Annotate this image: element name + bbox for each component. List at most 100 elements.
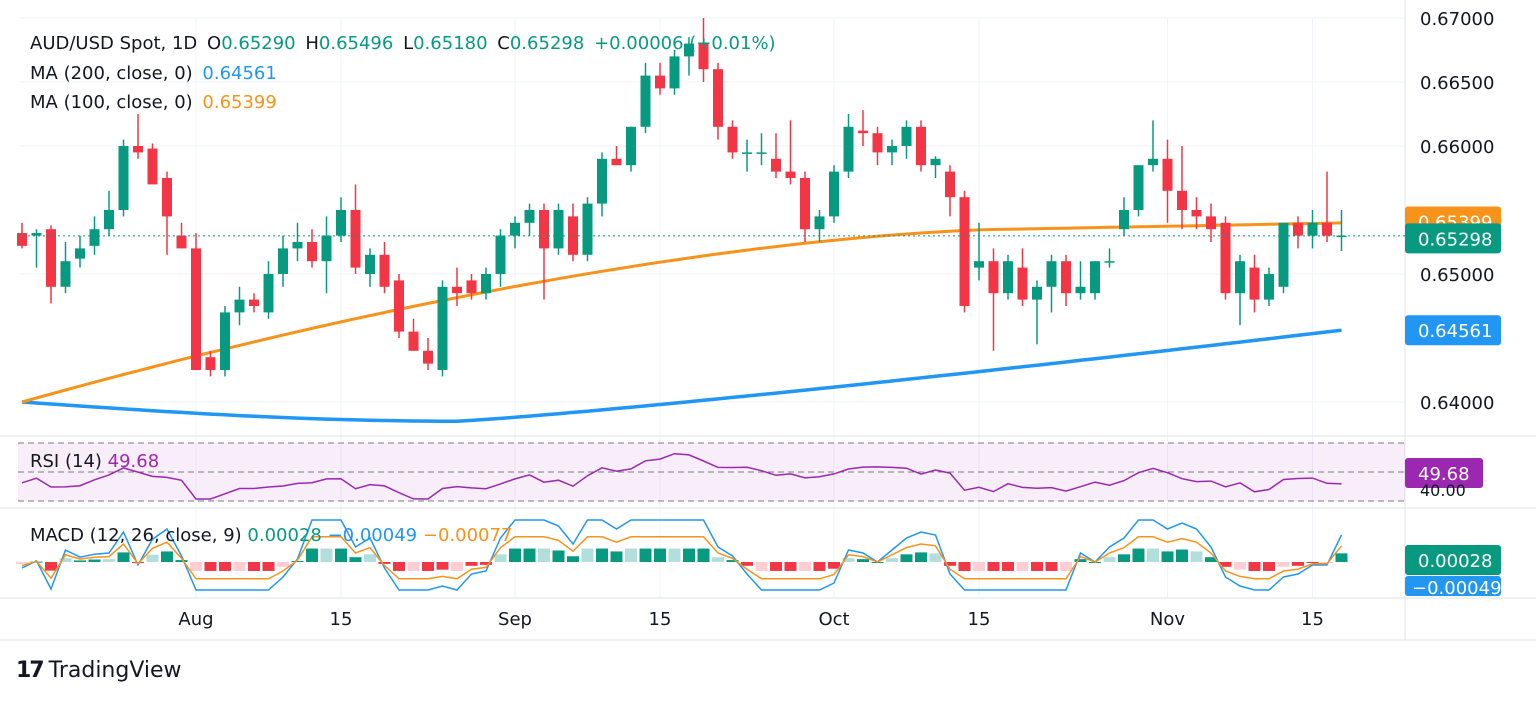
- price-tick-label: 0.66500: [1420, 73, 1494, 94]
- candle-body: [1162, 158, 1173, 191]
- candle-body: [379, 254, 390, 287]
- macd-histogram-bar: [915, 552, 927, 562]
- candle-body: [1075, 286, 1086, 294]
- close-value: 0.65298: [509, 33, 585, 54]
- macd-histogram-bar: [248, 562, 260, 571]
- macd-histogram-bar: [146, 554, 159, 562]
- macd-histogram-bar: [625, 548, 637, 562]
- macd-histogram-bar: [509, 548, 521, 562]
- candle-body: [1119, 210, 1129, 230]
- macd-hist-badge-bg: [1405, 545, 1501, 575]
- candle-body: [1148, 158, 1158, 166]
- macd-histogram-bar: [770, 562, 782, 571]
- candle-body: [1061, 261, 1071, 294]
- candle-body: [539, 210, 549, 249]
- macd-histogram-bar: [1161, 551, 1174, 562]
- ma200-line: [21, 328, 1342, 423]
- macd-histogram-bar: [103, 559, 115, 562]
- macd-histogram-bar: [204, 562, 217, 571]
- candle-body: [713, 69, 723, 127]
- macd-histogram-bar: [1248, 562, 1261, 571]
- candle-body: [205, 357, 216, 370]
- macd-histogram-bar: [277, 562, 289, 567]
- candle-body: [1307, 222, 1318, 236]
- rsi-badge-bg: [1405, 458, 1483, 488]
- candle-body: [771, 158, 781, 172]
- macd-histogram-bar: [45, 562, 57, 571]
- candle-body: [495, 235, 506, 274]
- time-tick-label: 15: [1301, 609, 1324, 630]
- symbol-title: AUD/USD Spot, 1D: [30, 33, 198, 54]
- macd-histogram-bar: [1074, 559, 1087, 562]
- macd-histogram-bar: [596, 548, 608, 562]
- candle-body: [858, 130, 868, 134]
- macd-histogram-bar: [1205, 557, 1217, 562]
- candles: [17, 18, 1347, 377]
- candle-body: [1293, 222, 1303, 236]
- candle-body: [597, 158, 607, 204]
- candle-body: [988, 261, 999, 294]
- candle-body: [1177, 190, 1187, 210]
- high-value: 0.65496: [318, 33, 394, 54]
- candle-body: [350, 210, 361, 268]
- candle-body: [684, 43, 694, 57]
- candle-body: [1133, 165, 1144, 210]
- ma100-line: [21, 221, 1342, 404]
- macd-histogram-bar: [1132, 548, 1145, 562]
- rsi-line: [21, 452, 1342, 500]
- ma100-path: [21, 221, 1342, 404]
- last-price-badge: 0.65298: [1418, 229, 1492, 250]
- macd-histogram-bar: [900, 554, 913, 562]
- time-tick-label: Nov: [1150, 609, 1185, 630]
- macd-line-value: −0.00049: [327, 525, 418, 546]
- candle-body: [1322, 222, 1332, 236]
- macd-histogram-bar: [1031, 562, 1043, 571]
- macd-histogram-bar: [291, 561, 304, 563]
- macd-hist-value: 0.00028: [247, 525, 322, 546]
- candle-body: [756, 152, 767, 154]
- candle-body: [1017, 267, 1028, 300]
- macd-histogram-bar: [306, 548, 318, 562]
- candle-body: [292, 242, 303, 249]
- macd-histogram-bar: [1335, 553, 1348, 562]
- brand-logo[interactable]: 17 TradingView: [16, 658, 182, 683]
- change-value: +0.00006 (+0.01%): [594, 33, 776, 54]
- ma200-badge-bg: [1405, 315, 1501, 346]
- macd-histogram-bar: [886, 558, 898, 562]
- low-value: 0.65180: [413, 33, 488, 54]
- macd-histogram-bar: [349, 557, 362, 562]
- macd-histogram-bar: [973, 562, 985, 571]
- rsi-axis-label: 40.00: [1420, 481, 1466, 500]
- rsi-value: 49.68: [107, 451, 160, 472]
- macd-histogram-bar: [567, 556, 579, 562]
- macd-histogram-bar: [1263, 562, 1275, 571]
- ma100-value: 0.65399: [202, 92, 277, 113]
- rsi-badge: 49.68: [1418, 464, 1470, 485]
- macd-histogram-bar: [190, 562, 202, 571]
- candle-body: [930, 158, 941, 166]
- macd-histogram-bar: [712, 557, 724, 562]
- macd-histogram-bar: [74, 560, 86, 562]
- legend-symbol-row: AUD/USD Spot, 1D O0.65290 H0.65496 L0.65…: [30, 31, 780, 57]
- macd-signal-line: [21, 536, 1343, 580]
- macd-histogram-bar: [523, 548, 536, 562]
- macd-histogram-bar: [1219, 562, 1232, 567]
- price-tick-label: 0.64000: [1420, 393, 1494, 414]
- candle-body: [669, 56, 680, 89]
- macd-histogram-bar: [233, 562, 246, 571]
- candle-body: [1206, 216, 1216, 230]
- time-tick-label: 15: [330, 609, 353, 630]
- candle-body: [843, 126, 854, 172]
- brand-name: TradingView: [48, 658, 182, 683]
- macd-histogram-bar: [393, 562, 405, 571]
- macd-histogram-bar: [262, 562, 275, 571]
- macd-histogram-bar: [422, 562, 434, 571]
- macd-histogram-bar: [175, 560, 188, 562]
- macd-histogram-bar: [88, 559, 101, 562]
- macd-line-badge-bg: [1405, 576, 1501, 596]
- macd-histogram-bar: [1103, 557, 1116, 562]
- candle-body: [176, 235, 187, 249]
- candle-body: [1235, 261, 1245, 294]
